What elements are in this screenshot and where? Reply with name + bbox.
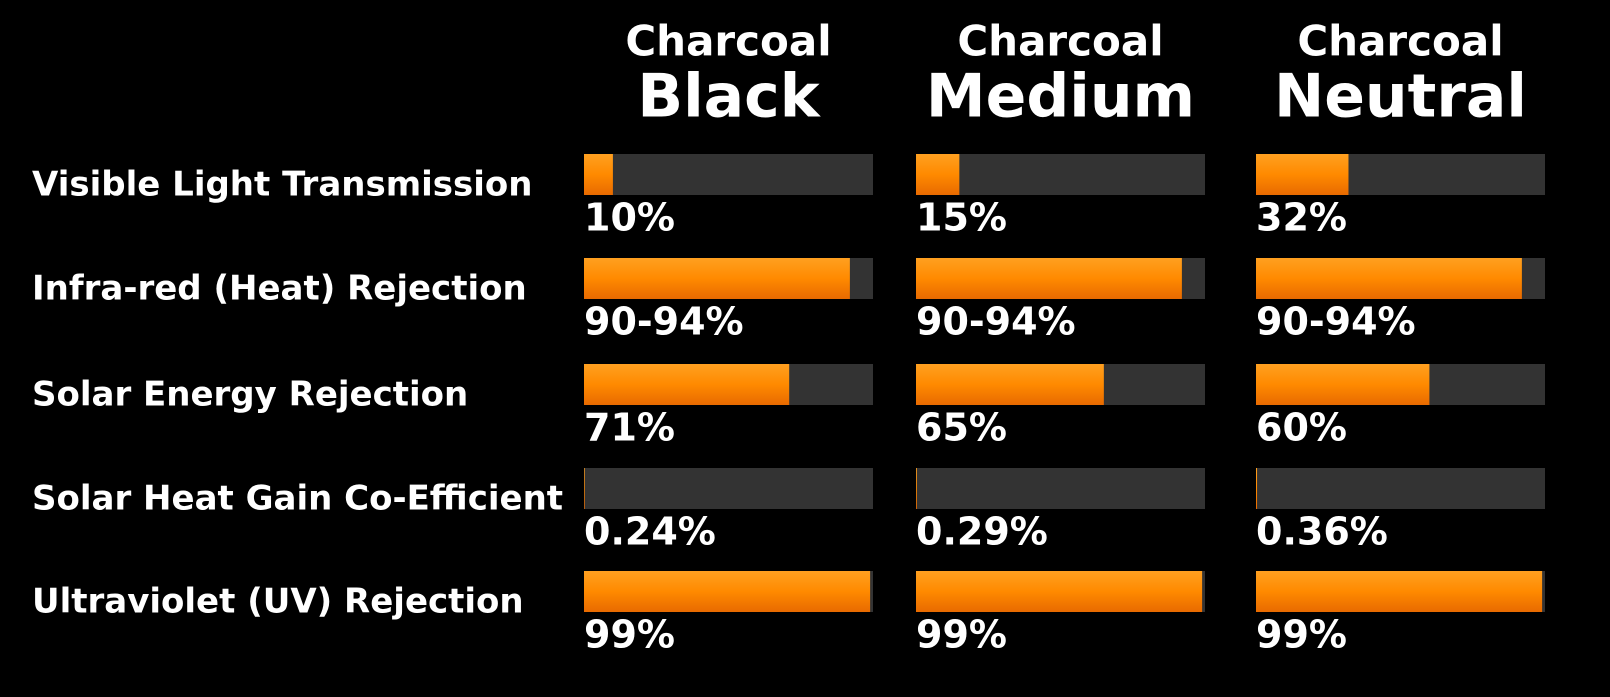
value-label: 90-94% — [584, 300, 744, 344]
value-label: 99% — [584, 613, 675, 657]
bar — [916, 258, 1182, 299]
bar — [916, 468, 917, 509]
value-label: 99% — [1256, 613, 1347, 657]
bar — [1256, 154, 1349, 195]
value-label: 65% — [916, 406, 1007, 450]
series-name-top: Charcoal — [625, 17, 831, 66]
bar — [1256, 571, 1543, 612]
bar — [584, 154, 613, 195]
series-name: Black — [637, 62, 821, 132]
value-label: 90-94% — [916, 300, 1076, 344]
series-name-top: Charcoal — [957, 17, 1163, 66]
bar — [916, 571, 1203, 612]
series-name-top: Charcoal — [1297, 17, 1503, 66]
bar-track — [584, 154, 873, 195]
row-label: Infra-red (Heat) Rejection — [32, 269, 527, 309]
row-label: Solar Heat Gain Co-Efficient — [32, 479, 563, 519]
bar — [1256, 364, 1430, 405]
bar-track — [584, 468, 873, 509]
value-label: 71% — [584, 406, 675, 450]
row-label: Ultraviolet (UV) Rejection — [32, 582, 524, 622]
bar — [1256, 468, 1258, 509]
value-label: 10% — [584, 196, 675, 240]
bar — [1256, 258, 1522, 299]
bar — [584, 571, 871, 612]
bar — [584, 468, 585, 509]
value-label: 32% — [1256, 196, 1347, 240]
bar — [916, 364, 1104, 405]
row-label: Solar Energy Rejection — [32, 375, 468, 415]
bar — [584, 258, 850, 299]
value-label: 0.24% — [584, 510, 716, 554]
value-label: 0.36% — [1256, 510, 1388, 554]
value-label: 90-94% — [1256, 300, 1416, 344]
value-label: 99% — [916, 613, 1007, 657]
series-name: Medium — [926, 62, 1195, 132]
bar-track — [916, 154, 1205, 195]
bar-track — [1256, 468, 1545, 509]
bar — [584, 364, 790, 405]
value-label: 15% — [916, 196, 1007, 240]
value-label: 0.29% — [916, 510, 1048, 554]
bar — [916, 154, 960, 195]
series-name: Neutral — [1274, 62, 1527, 132]
value-label: 60% — [1256, 406, 1347, 450]
row-label: Visible Light Transmission — [32, 165, 533, 205]
bar-track — [916, 468, 1205, 509]
